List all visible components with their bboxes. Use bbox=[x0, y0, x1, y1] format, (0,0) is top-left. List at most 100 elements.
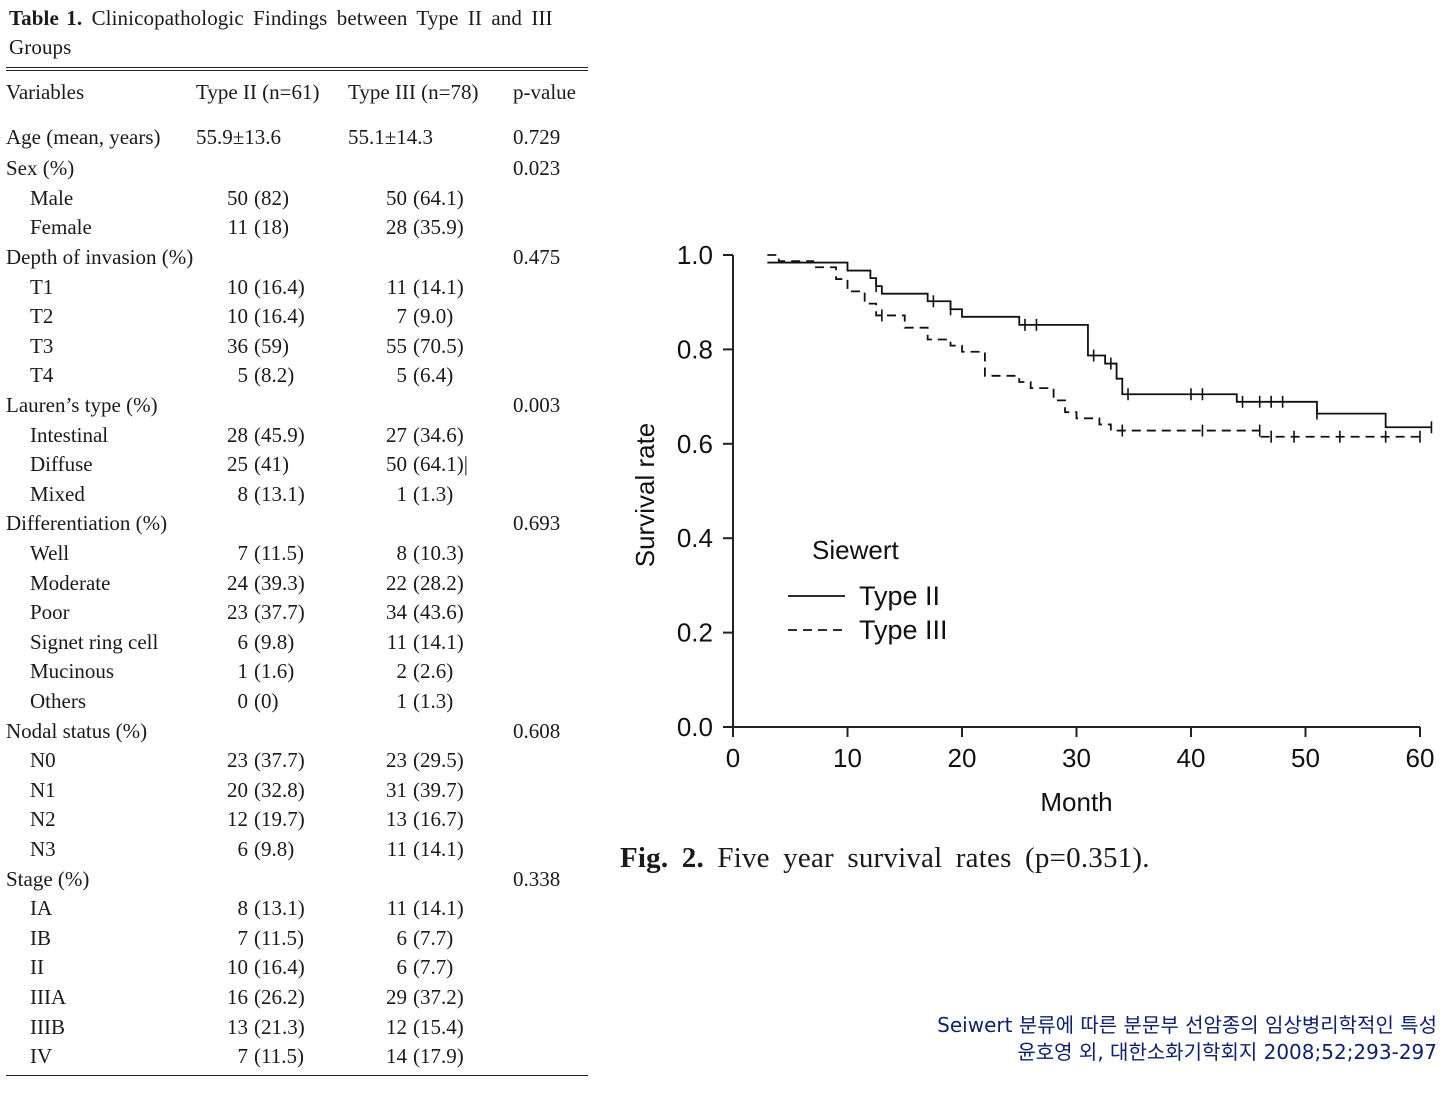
table-bottom-rule bbox=[6, 1075, 588, 1077]
row-label: Signet ring cell bbox=[30, 629, 159, 654]
table-row: IIIA 16 (26.2) 29 (37.2) bbox=[6, 983, 588, 1013]
type-iii-count: 31 bbox=[386, 777, 407, 802]
clinicopathologic-table: Table 1. Clinicopathologic Findings betw… bbox=[6, 4, 588, 1077]
type-iii-percent: (7.7) bbox=[413, 955, 454, 980]
type-ii-percent: (59) bbox=[254, 333, 289, 358]
row-label: N2 bbox=[30, 807, 56, 832]
legend-title: Siewert bbox=[812, 535, 899, 565]
row-label: Others bbox=[30, 688, 86, 713]
p-value bbox=[513, 450, 588, 480]
p-value bbox=[513, 657, 588, 687]
row-label: Intestinal bbox=[30, 422, 109, 447]
row-label: Depth of invasion (%) bbox=[6, 245, 194, 270]
type-iii-count: 28 bbox=[386, 215, 407, 240]
type-ii-count: 10 bbox=[227, 955, 248, 980]
table-group-row: Lauren’s type (%) 0.003 bbox=[6, 391, 588, 421]
type-iii-percent: (14.1) bbox=[413, 896, 464, 921]
p-value: 0.475 bbox=[513, 245, 561, 270]
type-iii-percent: (9.0) bbox=[413, 304, 454, 329]
type-iii-value: 55.1±14.3 bbox=[348, 124, 434, 149]
type-iii-value: 8 (10.3) bbox=[348, 539, 513, 569]
row-label: N1 bbox=[30, 777, 56, 802]
row-label: Female bbox=[30, 215, 92, 240]
type-ii-value: 13 (21.3) bbox=[196, 1012, 348, 1042]
citation: Seiwert 분류에 따른 분문부 선암종의 임상병리학적인 특성 윤호영 외… bbox=[937, 1012, 1437, 1066]
row-label: N0 bbox=[30, 748, 56, 773]
citation-title: Seiwert 분류에 따른 분문부 선암종의 임상병리학적인 특성 bbox=[937, 1013, 1437, 1037]
p-value bbox=[513, 332, 588, 362]
header-type-ii: Type II (n=61) bbox=[196, 80, 320, 104]
row-label: Moderate bbox=[30, 570, 111, 595]
x-tick-label: 40 bbox=[1177, 743, 1206, 773]
row-label: Well bbox=[30, 541, 70, 566]
table-body: Age (mean, years) 55.9±13.6 55.1±14.3 0.729… bbox=[6, 114, 588, 1071]
type-iii-value: 11 (14.1) bbox=[348, 894, 513, 924]
table-row: Poor 23 (37.7) 34 (43.6) bbox=[6, 598, 588, 628]
p-value: 0.729 bbox=[513, 124, 561, 149]
type-ii-percent: (1.6) bbox=[254, 659, 295, 684]
type-ii-count: 25 bbox=[227, 452, 248, 477]
type-iii-percent: (15.4) bbox=[413, 1014, 464, 1039]
type-ii-value bbox=[196, 864, 348, 894]
type-iii-count: 23 bbox=[386, 748, 407, 773]
type-iii-count: 29 bbox=[386, 984, 407, 1009]
type-iii-percent: (6.4) bbox=[413, 363, 454, 388]
type-iii-value: 1 (1.3) bbox=[348, 480, 513, 510]
type-ii-value: 55.9±13.6 bbox=[196, 124, 282, 149]
row-label: Mixed bbox=[30, 481, 85, 506]
type-iii-value: 29 (37.2) bbox=[348, 983, 513, 1013]
table-row: Mixed 8 (13.1) 1 (1.3) bbox=[6, 480, 588, 510]
type-ii-value: 7 (11.5) bbox=[196, 923, 348, 953]
type-iii-percent: (14.1) bbox=[413, 836, 464, 861]
type-ii-percent: (16.4) bbox=[254, 955, 305, 980]
p-value: 0.023 bbox=[513, 156, 561, 181]
type-iii-value: 50 (64.1)| bbox=[348, 450, 513, 480]
type-ii-value: 50 (82) bbox=[196, 184, 348, 214]
type-ii-percent: (18) bbox=[254, 215, 289, 240]
citation-source: 윤호영 외, 대한소화기학회지 2008;52;293-297 bbox=[1017, 1040, 1437, 1064]
row-label: Poor bbox=[30, 600, 70, 625]
type-iii-value: 7 (9.0) bbox=[348, 302, 513, 332]
p-value: 0.608 bbox=[513, 718, 561, 743]
type-iii-percent: (1.3) bbox=[413, 688, 454, 713]
row-label: IA bbox=[30, 896, 53, 921]
type-ii-percent: (39.3) bbox=[254, 570, 305, 595]
type-ii-count: 12 bbox=[227, 807, 248, 832]
table-group-row: Differentiation (%) 0.693 bbox=[6, 509, 588, 539]
p-value bbox=[513, 923, 588, 953]
row-label: N3 bbox=[30, 836, 56, 861]
row-label: Lauren’s type (%) bbox=[6, 393, 158, 418]
type-iii-value bbox=[348, 243, 513, 273]
table-group-row: Sex (%) 0.023 bbox=[6, 154, 588, 184]
type-iii-count: 11 bbox=[386, 629, 407, 654]
type-ii-count: 50 bbox=[227, 185, 248, 210]
figure-caption: Fig. 2. Five year survival rates (p=0.35… bbox=[620, 842, 1150, 875]
type-iii-percent: (35.9) bbox=[413, 215, 464, 240]
p-value bbox=[513, 953, 588, 983]
table-header-row: Variables Type II (n=61) Type III (n=78)… bbox=[6, 71, 588, 114]
type-ii-percent: (82) bbox=[254, 185, 289, 210]
x-tick-label: 0 bbox=[726, 743, 740, 773]
type-iii-value: 12 (15.4) bbox=[348, 1012, 513, 1042]
table-caption: Table 1. Clinicopathologic Findings betw… bbox=[9, 4, 588, 62]
p-value bbox=[513, 983, 588, 1013]
type-ii-count: 5 bbox=[237, 363, 249, 388]
type-iii-percent: (17.9) bbox=[413, 1044, 464, 1069]
table-row: T4 5 (8.2) 5 (6.4) bbox=[6, 361, 588, 391]
p-value bbox=[513, 568, 588, 598]
table-group-row: Stage (%) 0.338 bbox=[6, 864, 588, 894]
row-label: Diffuse bbox=[30, 452, 93, 477]
row-label: IIIB bbox=[30, 1014, 65, 1039]
type-ii-value: 11 (18) bbox=[196, 213, 348, 243]
type-ii-value: 8 (13.1) bbox=[196, 894, 348, 924]
type-ii-percent: (11.5) bbox=[254, 541, 304, 566]
type-ii-percent: (16.4) bbox=[254, 274, 305, 299]
type-ii-value bbox=[196, 509, 348, 539]
type-ii-percent: (13.1) bbox=[254, 896, 305, 921]
type-iii-count: 34 bbox=[386, 600, 407, 625]
type-iii-percent: (37.2) bbox=[413, 984, 464, 1009]
table-row: Diffuse 25 (41) 50 (64.1)| bbox=[6, 450, 588, 480]
table-row: N1 20 (32.8) 31 (39.7) bbox=[6, 775, 588, 805]
type-iii-percent: (34.6) bbox=[413, 422, 464, 447]
type-ii-count: 7 bbox=[237, 925, 249, 950]
